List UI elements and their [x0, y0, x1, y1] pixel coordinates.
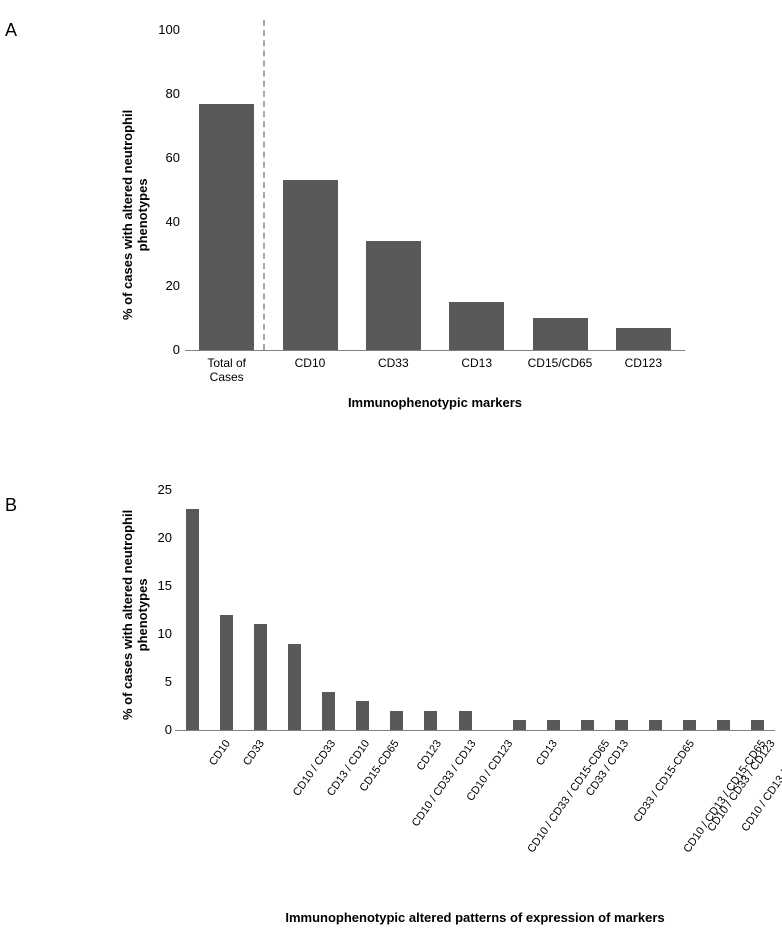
y-tick-label: 25 — [142, 482, 172, 497]
bar — [717, 720, 730, 730]
chart-b: 0510152025CD10CD33CD10 / CD33CD13 / CD10… — [140, 480, 780, 750]
bar — [322, 692, 335, 730]
y-tick-label: 0 — [150, 342, 180, 357]
x-tick-label: CD15/CD65 — [518, 356, 601, 370]
bar — [366, 241, 421, 350]
x-tick-label: CD123 — [414, 738, 443, 773]
figure: A 020406080100Total of CasesCD10CD33CD13… — [0, 0, 782, 948]
bar — [424, 711, 437, 730]
x-tick-label: CD10 / CD33 / CD13 — [409, 738, 478, 829]
x-tick-label: CD33 / CD15-CD65 — [632, 738, 698, 825]
bar — [220, 615, 233, 730]
y-tick-label: 0 — [142, 722, 172, 737]
x-tick-label: Total of Cases — [185, 356, 268, 384]
bar — [581, 720, 594, 730]
panel-a-label: A — [5, 20, 17, 41]
y-axis-label: % of cases with altered neutrophil pheno… — [120, 110, 150, 320]
x-tick-label: CD33 — [241, 738, 267, 768]
panel-b-label: B — [5, 495, 17, 516]
y-axis-label: % of cases with altered neutrophil pheno… — [120, 510, 150, 720]
y-tick-label: 80 — [150, 86, 180, 101]
bar — [683, 720, 696, 730]
x-tick-label: CD10 — [268, 356, 351, 370]
x-axis-label: Immunophenotypic altered patterns of exp… — [145, 910, 782, 925]
panel-b: 0510152025CD10CD33CD10 / CD33CD13 / CD10… — [60, 470, 780, 940]
divider-line — [263, 20, 265, 350]
y-tick-label: 60 — [150, 150, 180, 165]
bar — [199, 104, 254, 350]
y-tick-label: 40 — [150, 214, 180, 229]
y-tick-label: 20 — [150, 278, 180, 293]
bar — [513, 720, 526, 730]
y-tick-label: 100 — [150, 22, 180, 37]
x-tick-label: CD10 — [207, 738, 233, 768]
bar — [449, 302, 504, 350]
x-tick-label: CD123 — [602, 356, 685, 370]
x-axis-label: Immunophenotypic markers — [185, 395, 685, 410]
bar — [288, 644, 301, 730]
bar — [390, 711, 403, 730]
bar — [547, 720, 560, 730]
x-axis-line — [175, 730, 775, 731]
x-tick-label: CD10 / CD33 / CD123 — [705, 738, 777, 834]
x-tick-label: CD33 — [352, 356, 435, 370]
bar — [649, 720, 662, 730]
bar — [751, 720, 764, 730]
chart-a: 020406080100Total of CasesCD10CD33CD13CD… — [140, 20, 700, 370]
x-tick-label: CD13 — [435, 356, 518, 370]
x-tick-label: CD13 — [534, 738, 560, 768]
bar — [283, 180, 338, 350]
bar — [533, 318, 588, 350]
bar — [616, 328, 671, 350]
bar — [186, 509, 199, 730]
bar — [356, 701, 369, 730]
panel-a: 020406080100Total of CasesCD10CD33CD13CD… — [60, 10, 760, 450]
bar — [254, 624, 267, 730]
x-axis-line — [185, 350, 685, 351]
bar — [459, 711, 472, 730]
bar — [615, 720, 628, 730]
